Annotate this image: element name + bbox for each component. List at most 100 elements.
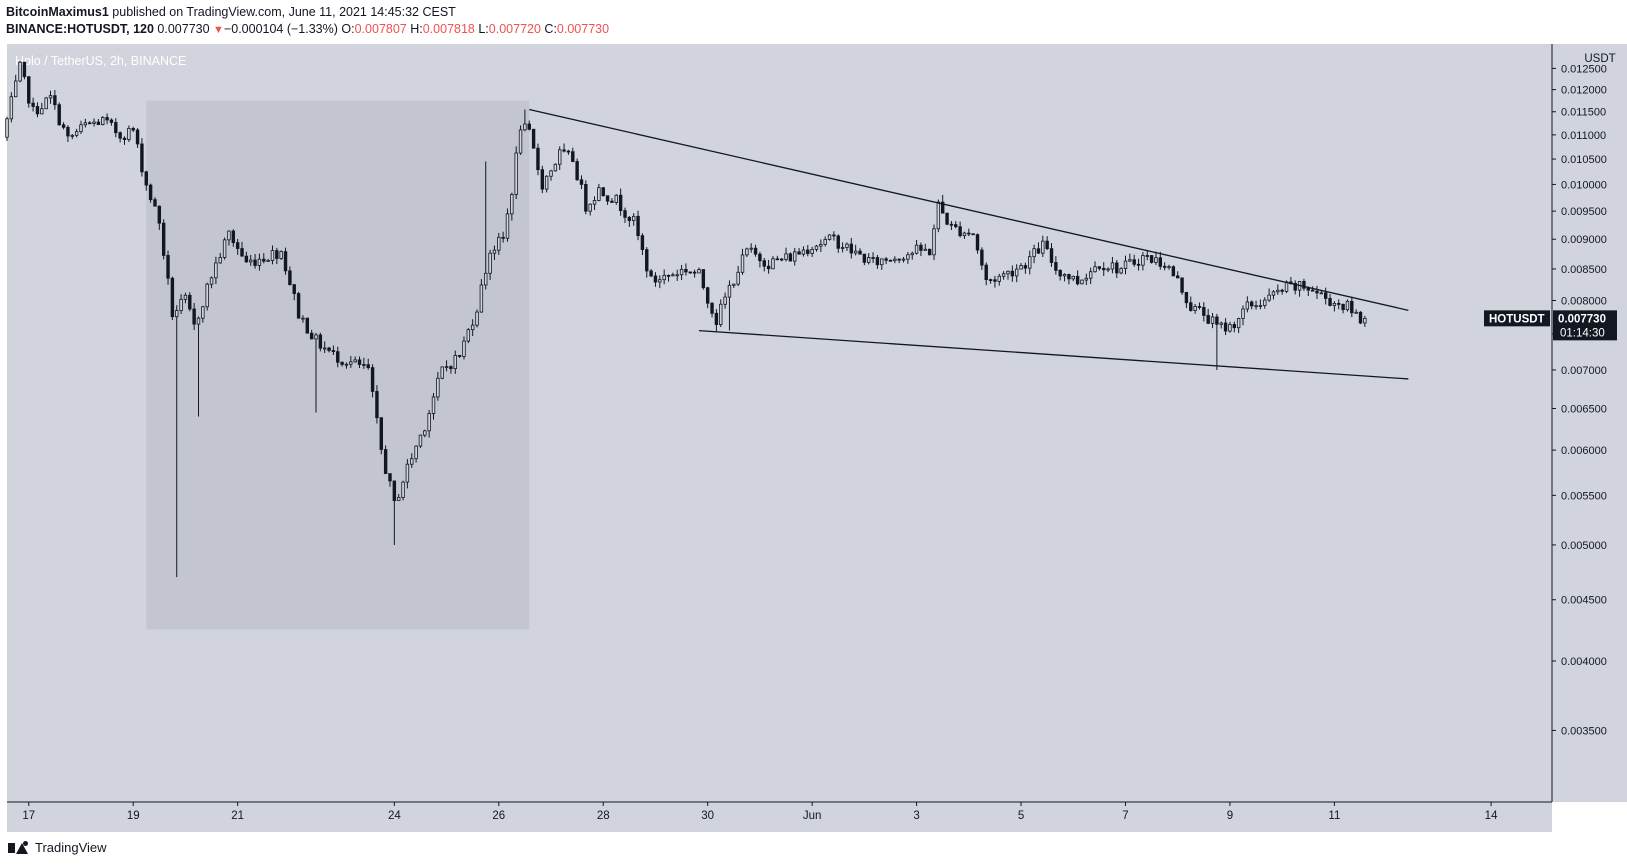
candle-up [1110,262,1115,270]
candle-down [536,147,540,171]
candle-up [845,243,849,248]
last-price-tag: HOTUSDT 0.007730 01:14:30 [1484,310,1617,341]
candle-up [83,122,88,126]
candle-down [1249,301,1254,307]
candle-up [314,334,318,340]
candle-down [927,248,932,256]
candle-down [327,347,331,351]
candle-up [466,329,471,342]
candle-down [710,302,714,314]
candle-down [153,199,157,207]
candle-down [157,205,162,224]
chart-watermark: Holo / TetherUS, 2h, BINANCE [15,54,186,68]
candle-down [22,61,27,78]
candle-down [1176,275,1180,279]
price-tag [1553,310,1617,341]
candle-up [101,117,105,125]
candle-down [605,195,610,202]
candle-up [514,152,518,195]
candle-up [492,249,497,254]
descending-support-line[interactable] [698,329,1409,380]
candle-down [862,253,867,263]
candle-up [1210,316,1215,324]
last-price: 0.007730 [157,22,210,36]
candle-up [814,245,819,250]
candle-down [1115,262,1119,274]
candles [5,60,1367,578]
price-change: −0.000104 (−1.33%) [223,22,338,36]
candle-up [819,243,823,247]
candle-up [479,284,484,313]
candle-down [806,249,810,254]
candle-down [379,417,383,450]
candle-down [1206,315,1210,324]
descending-resistance-line[interactable] [529,108,1409,311]
candle-up [440,366,444,379]
x-tick-label: 19 [127,810,140,822]
candle-up [436,377,440,398]
candle-up [9,96,14,120]
candle-up [749,247,753,250]
candle-down [188,294,192,310]
candle-down [705,287,710,304]
trendlines[interactable] [529,108,1409,380]
candle-up [418,434,423,447]
candle-up [1267,294,1271,301]
author-name[interactable]: BitcoinMaximus1 [6,5,109,19]
candle-down [888,259,893,262]
candle-down [96,121,101,125]
candle-up [1271,291,1276,296]
candle-down [714,312,719,325]
candle-down [366,364,370,368]
candle-down [148,184,153,201]
candle-up [322,347,327,350]
price-axis[interactable]: USDT 0.012500 0.012000 0.011500 0.011000 0.0… [1551,44,1627,802]
candle-up [740,254,745,273]
candle-down [562,149,566,152]
candle-up [736,271,740,285]
candle-down [235,242,240,249]
candle-up [505,213,510,239]
tradingview-logo[interactable]: TradingView [8,840,107,855]
candle-up [793,251,797,262]
tradingview-logo-icon [8,840,30,855]
time-axis[interactable]: 17 19 21 24 26 28 30 Jun 3 5 7 9 11 14 [7,801,1552,832]
x-tick-label: 28 [597,810,610,822]
low-value: 0.007720 [488,22,541,36]
candle-up [1332,303,1337,306]
candle-down [945,212,949,225]
candle-up [353,359,357,363]
candle-up [444,366,449,369]
x-tick-label: 5 [1018,810,1024,822]
candle-down [954,224,958,228]
candle-down [666,274,671,277]
candle-down [370,367,375,392]
candle-down [262,258,266,262]
candle-down [161,222,166,256]
candle-up [675,274,679,277]
candle-up [222,239,227,258]
candle-down [105,117,109,121]
candle-up [257,258,262,266]
candle-up [549,170,553,177]
candle-up [1019,265,1023,270]
candle-down [35,106,40,115]
candle-up [1006,270,1010,275]
candle-down [31,102,35,107]
tradingview-brand-name: TradingView [35,840,107,855]
candle-down [1067,274,1071,280]
candle-down [331,350,336,353]
candle-up [1276,289,1280,293]
low-label: L: [478,22,489,36]
candle-down [649,270,653,277]
candle-up [1088,271,1093,279]
candle-down [988,279,993,281]
open-label: O: [341,22,355,36]
candle-down [292,284,296,294]
candle-up [553,163,558,172]
y-tick-label: 0.008500 [1561,264,1607,276]
candle-down [884,258,888,261]
candle-down [858,250,862,255]
close-label: C: [544,22,557,36]
